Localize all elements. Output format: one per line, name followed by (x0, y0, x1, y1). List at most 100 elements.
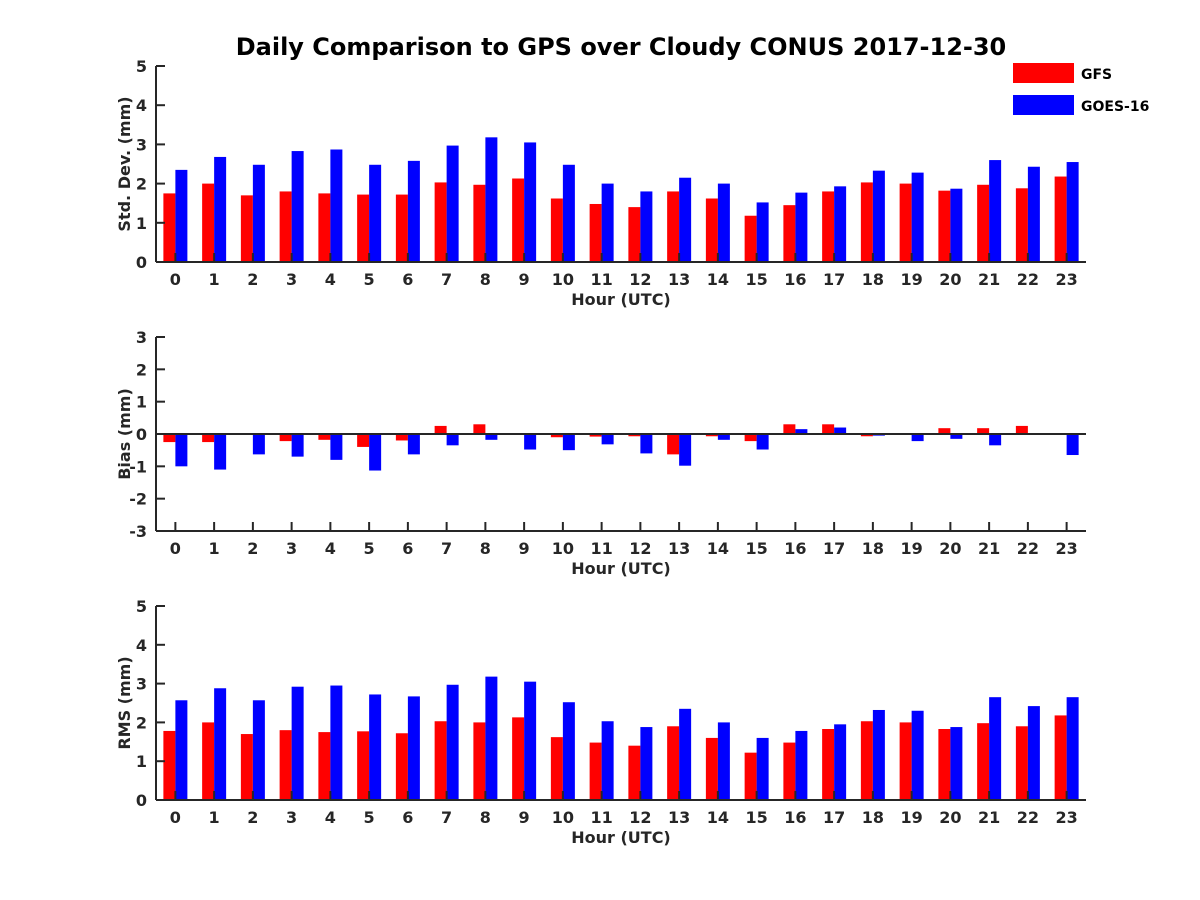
std-dev-bar-gfs-20 (938, 190, 951, 262)
rms-x-tick-label: 17 (823, 808, 845, 827)
bias-y-tick-label: -2 (129, 490, 147, 509)
legend-swatch-gfs (1013, 63, 1074, 83)
bias-bar-goes16-7 (446, 434, 459, 446)
rms-bar-gfs-3 (279, 730, 292, 800)
std-dev-bar-gfs-16 (783, 205, 796, 262)
rms-bar-gfs-1 (202, 722, 215, 800)
bias-bar-goes16-10 (562, 434, 575, 451)
std-dev-bar-goes16-8 (485, 137, 498, 262)
std-dev-bar-goes16-6 (407, 160, 420, 262)
chart-title: Daily Comparison to GPS over Cloudy CONU… (236, 33, 1007, 61)
rms-x-tick-label: 8 (480, 808, 491, 827)
bias-bar-goes16-15 (756, 434, 769, 450)
std-dev-x-tick-label: 22 (1017, 270, 1039, 289)
rms-bar-goes16-17 (834, 724, 847, 800)
std-dev-x-tick-label: 23 (1055, 270, 1077, 289)
rms-bar-gfs-17 (822, 729, 835, 800)
std-dev-bar-gfs-11 (589, 203, 602, 262)
rms-bar-goes16-7 (446, 684, 459, 800)
bias-y-axis-label: Bias (mm) (115, 388, 134, 480)
rms-bar-gfs-4 (318, 732, 331, 800)
std-dev-bar-gfs-4 (318, 193, 331, 262)
rms-bar-goes16-19 (911, 710, 924, 800)
legend-swatch-goes16 (1013, 95, 1074, 115)
bias-bar-gfs-17 (822, 424, 835, 434)
rms-bar-gfs-5 (357, 731, 370, 800)
rms-bar-gfs-20 (938, 729, 951, 800)
std-dev-bar-goes16-4 (330, 149, 343, 262)
std-dev-bar-goes16-9 (524, 142, 537, 262)
std-dev-bar-goes16-2 (252, 164, 265, 262)
bias-bar-goes16-6 (407, 434, 420, 455)
bias-bar-goes16-17 (834, 427, 847, 434)
rms-x-tick-label: 12 (629, 808, 651, 827)
rms-bar-gfs-21 (977, 723, 990, 800)
rms-x-tick-label: 9 (519, 808, 530, 827)
rms-x-tick-label: 16 (784, 808, 806, 827)
bias-bar-gfs-5 (357, 434, 370, 447)
rms-bar-gfs-13 (667, 726, 680, 800)
std-dev-bar-goes16-7 (446, 145, 459, 262)
std-dev-x-tick-label: 7 (441, 270, 452, 289)
rms-bar-goes16-22 (1027, 706, 1040, 800)
rms-x-tick-label: 4 (325, 808, 336, 827)
bias-x-tick-label: 11 (590, 539, 612, 558)
bias-x-tick-label: 7 (441, 539, 452, 558)
bias-bar-goes16-8 (485, 434, 498, 440)
rms-bar-gfs-12 (628, 745, 641, 800)
std-dev-bar-gfs-17 (822, 191, 835, 262)
rms-bar-gfs-23 (1054, 715, 1067, 800)
rms-bar-gfs-2 (240, 734, 253, 800)
bias-x-tick-label: 13 (668, 539, 690, 558)
rms-bar-goes16-10 (562, 702, 575, 800)
rms-bar-goes16-11 (601, 721, 614, 800)
bias-x-tick-label: 8 (480, 539, 491, 558)
rms-bar-goes16-13 (679, 708, 692, 800)
std-dev-x-tick-label: 6 (402, 270, 413, 289)
std-dev-bar-gfs-8 (473, 184, 486, 262)
bias-bar-gfs-20 (938, 428, 951, 434)
rms-bar-gfs-18 (860, 721, 873, 800)
rms-bar-gfs-7 (434, 721, 447, 800)
bias-bar-goes16-5 (369, 434, 382, 471)
bias-y-tick-label: 1 (136, 393, 147, 412)
rms-x-tick-label: 20 (939, 808, 961, 827)
std-dev-bar-goes16-1 (214, 156, 227, 262)
bias-bar-gfs-8 (473, 424, 486, 434)
bias-bar-goes16-13 (679, 434, 692, 466)
rms-bar-goes16-8 (485, 676, 498, 800)
rms-y-axis-label: RMS (mm) (115, 656, 134, 749)
std-dev-bar-gfs-21 (977, 184, 990, 262)
bias-x-tick-label: 21 (978, 539, 1000, 558)
std-dev-bar-goes16-19 (911, 172, 924, 262)
std-dev-bar-goes16-15 (756, 202, 769, 262)
rms-bar-gfs-15 (744, 752, 757, 800)
std-dev-x-tick-label: 13 (668, 270, 690, 289)
legend-label-goes16: GOES-16 (1081, 99, 1149, 115)
rms-y-tick-label: 2 (136, 713, 147, 732)
rms-bar-goes16-1 (214, 688, 227, 800)
bias-x-tick-label: 16 (784, 539, 806, 558)
bias-bar-goes16-19 (911, 434, 924, 442)
bias-x-tick-label: 15 (745, 539, 767, 558)
std-dev-bar-gfs-22 (1015, 188, 1028, 262)
std-dev-y-tick-label: 3 (136, 135, 147, 154)
std-dev-x-tick-label: 9 (519, 270, 530, 289)
std-dev-bar-gfs-23 (1054, 176, 1067, 262)
bias-x-tick-label: 5 (364, 539, 375, 558)
rms-x-tick-label: 5 (364, 808, 375, 827)
std-dev-bar-goes16-3 (291, 151, 304, 262)
rms-bar-gfs-16 (783, 742, 796, 800)
rms-x-tick-label: 18 (862, 808, 884, 827)
rms-bar-gfs-14 (705, 737, 718, 800)
rms-bar-goes16-23 (1066, 697, 1079, 800)
bias-x-tick-label: 6 (402, 539, 413, 558)
rms-bar-goes16-0 (175, 700, 188, 800)
legend: GFS GOES-16 (1013, 63, 1149, 115)
bias-bar-goes16-20 (950, 434, 963, 439)
rms-y-tick-label: 4 (136, 636, 147, 655)
bias-bar-gfs-21 (977, 428, 990, 434)
rms-y-tick-label: 3 (136, 675, 147, 694)
